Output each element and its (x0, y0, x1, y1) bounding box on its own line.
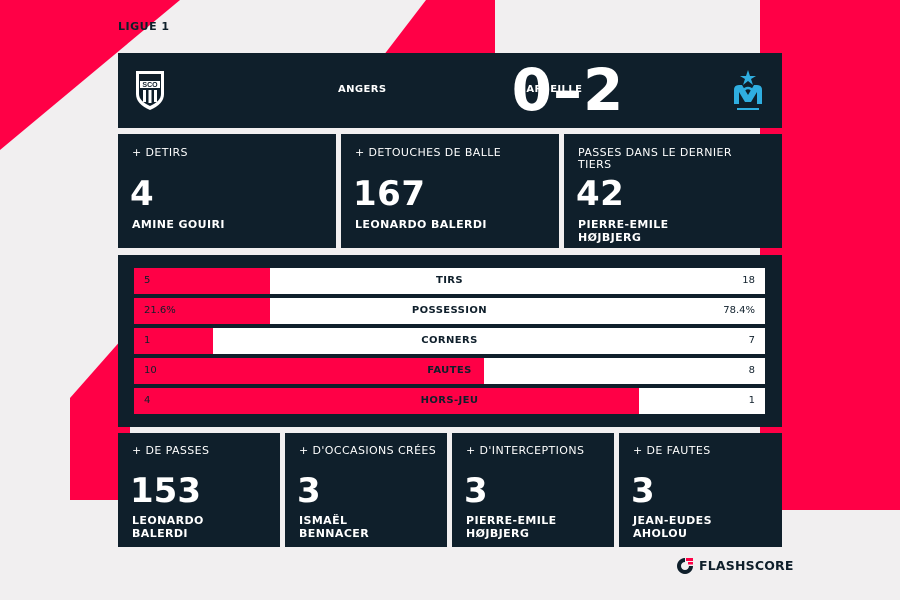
stat-label: + DE PASSES (132, 444, 210, 457)
sco-angers-crest-icon: SCO (132, 68, 168, 112)
away-value: 7 (748, 335, 755, 346)
stat-player-line-2: HØJBJERG (466, 527, 530, 540)
stat-value: 3 (297, 471, 321, 511)
stat-player-line-1: LEONARDO (132, 514, 204, 527)
comparison-row-fautes: 10 FAUTES 8 (134, 358, 765, 384)
stat-player-line-1: JEAN-EUDES (633, 514, 712, 527)
match-score: 0–2 (511, 56, 625, 124)
stat-player: LEONARDO BALERDI (355, 218, 487, 231)
stat-card-passes: + DE PASSES 153 LEONARDO BALERDI (118, 433, 280, 547)
stat-player-line-1: PIERRE-EMILE (466, 514, 557, 527)
stat-player-line-2: AHOLOU (633, 527, 688, 540)
stat-card-touches: + DETOUCHES DE BALLE 167 LEONARDO BALERD… (341, 134, 559, 248)
stat-card-tirs: + DETIRS 4 AMINE GOUIRI (118, 134, 336, 248)
comparison-row-tirs: 5 TIRS 18 (134, 268, 765, 294)
home-share-bar (134, 358, 485, 384)
stat-player: PIERRE-EMILE HØJBJERG (578, 218, 669, 244)
stat-player-line-1: ISMAËL (299, 514, 348, 527)
stat-player-line-2: BENNACER (299, 527, 370, 540)
home-share-bar (134, 298, 271, 324)
stat-label-line-2: TIERS (578, 158, 612, 171)
home-value: 4 (144, 395, 151, 406)
stat-card-interceptions: + D'INTERCEPTIONS 3 PIERRE-EMILE HØJBJER… (452, 433, 614, 547)
brand-wordmark: FLASHSCORE (699, 558, 794, 573)
comparison-label: FAUTES (427, 365, 472, 376)
comparison-label: TIRS (435, 275, 464, 286)
home-share-bar (134, 388, 639, 414)
stat-label: + D'OCCASIONS CRÉES (299, 444, 437, 457)
om-marseille-crest-icon (730, 68, 766, 112)
away-value: 1 (748, 395, 755, 406)
stat-card-passes-dernier-tiers: PASSES DANS LE DERNIER TIERS 42 PIERRE-E… (564, 134, 782, 248)
stat-label: + DE FAUTES (633, 444, 711, 457)
stat-label: PASSES DANS LE DERNIER TIERS (578, 147, 732, 171)
stat-player-line-2: BALERDI (132, 527, 188, 540)
stat-player: AMINE GOUIRI (132, 218, 225, 231)
home-value: 1 (144, 335, 151, 346)
away-value: 78.4% (723, 305, 755, 316)
stat-value: 3 (631, 471, 655, 511)
flashscore-icon (675, 556, 695, 580)
stat-value: 167 (353, 174, 426, 214)
bg-shape-top-center (380, 0, 495, 60)
svg-text:SCO: SCO (142, 82, 158, 89)
comparison-label: HORS-JEU (420, 395, 479, 406)
stat-player: JEAN-EUDES AHOLOU (633, 514, 712, 540)
stat-player: PIERRE-EMILE HØJBJERG (466, 514, 557, 540)
stat-player-line-2: HØJBJERG (578, 231, 642, 244)
home-team: ANGERS (338, 84, 387, 95)
stat-player: ISMAËL BENNACER (299, 514, 369, 540)
comparison-label: CORNERS (421, 335, 478, 346)
stat-value: 3 (464, 471, 488, 511)
comparison-row-corners: 1 CORNERS 7 (134, 328, 765, 354)
stat-player: LEONARDO BALERDI (132, 514, 204, 540)
flashscore-brand: FLASHSCORE (675, 556, 793, 576)
stat-label: + DETIRS (132, 146, 188, 159)
home-value: 10 (144, 365, 157, 376)
home-value: 5 (144, 275, 151, 286)
home-share-bar (134, 328, 213, 354)
stat-value: 4 (130, 174, 155, 214)
stat-value: 153 (130, 471, 201, 511)
league-label: LIGUE 1 (118, 20, 170, 33)
match-header: SCO ANGERS 0–2 MARSEILLE (118, 53, 782, 128)
stat-label-line-1: PASSES DANS LE DERNIER (578, 146, 732, 159)
stat-label: + D'INTERCEPTIONS (466, 444, 585, 457)
away-team: MARSEILLE (516, 84, 583, 95)
home-value: 21.6% (144, 305, 176, 316)
stat-value: 42 (576, 174, 625, 214)
bg-shape-right (760, 0, 900, 510)
stat-player-line-1: PIERRE-EMILE (578, 218, 669, 231)
away-value: 8 (748, 365, 755, 376)
comparison-panel: 5 TIRS 18 21.6% POSSESSION 78.4% 1 CORNE… (118, 255, 782, 427)
comparison-label: POSSESSION (411, 305, 488, 316)
away-value: 18 (742, 275, 755, 286)
comparison-row-possession: 21.6% POSSESSION 78.4% (134, 298, 765, 324)
stat-card-fautes: + DE FAUTES 3 JEAN-EUDES AHOLOU (619, 433, 782, 547)
stat-label: + DETOUCHES DE BALLE (355, 146, 502, 159)
comparison-row-hors-jeu: 4 HORS-JEU 1 (134, 388, 765, 414)
stat-card-occasions: + D'OCCASIONS CRÉES 3 ISMAËL BENNACER (285, 433, 447, 547)
home-share-bar (134, 268, 270, 294)
